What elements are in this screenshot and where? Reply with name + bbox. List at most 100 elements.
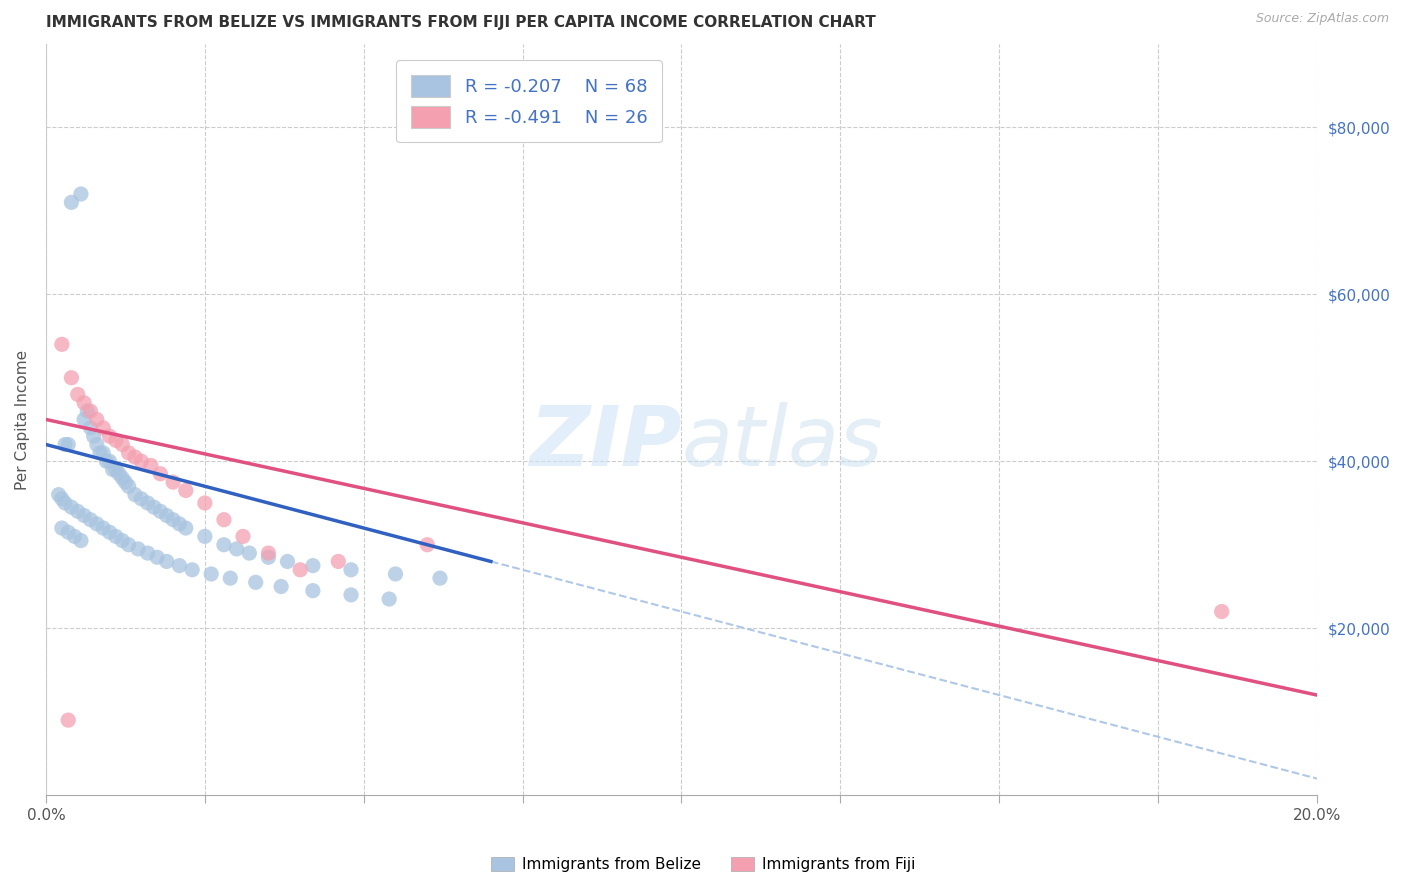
Point [58,525,80,540]
Point [270,580,292,594]
Point [257,550,280,565]
Point [212,513,235,527]
Point [149,467,172,481]
Point [200,566,222,581]
Point [98,454,121,468]
Point [111,471,134,485]
Point [136,546,159,560]
Point [127,541,149,556]
Point [63,529,86,543]
Text: atlas: atlas [682,401,883,483]
Point [219,571,242,585]
Point [139,458,162,473]
Point [156,508,179,523]
Point [70,186,93,201]
Point [58,437,80,451]
Point [257,546,280,560]
Point [1211,605,1233,619]
Point [245,575,267,590]
Point [194,529,217,543]
Point [79,421,101,435]
Point [111,437,134,451]
Point [73,396,96,410]
Point [98,525,121,540]
Text: Source: ZipAtlas.com: Source: ZipAtlas.com [1256,12,1389,25]
Point [162,513,184,527]
Point [51,491,73,506]
Point [66,387,89,401]
Point [174,483,197,498]
Point [66,504,89,518]
Point [129,454,152,468]
Point [53,437,76,451]
Point [86,412,108,426]
Point [302,558,325,573]
Point [136,496,159,510]
Point [169,516,191,531]
Point [232,529,254,543]
Point [60,195,83,210]
Y-axis label: Per Capita Income: Per Capita Income [15,350,30,490]
Point [79,404,101,418]
Point [114,475,136,489]
Point [328,554,350,568]
Point [58,713,80,727]
Point [76,404,98,418]
Point [378,592,401,607]
Point [101,462,124,476]
Point [104,434,127,448]
Point [86,437,108,451]
Point [48,488,70,502]
Point [340,588,363,602]
Point [104,462,127,476]
Point [212,538,235,552]
Point [91,446,114,460]
Point [91,521,114,535]
Point [104,529,127,543]
Point [129,491,152,506]
Point [96,454,118,468]
Point [384,566,406,581]
Point [108,467,131,481]
Point [174,521,197,535]
Point [111,533,134,548]
Point [340,563,363,577]
Legend: R = -0.207    N = 68, R = -0.491    N = 26: R = -0.207 N = 68, R = -0.491 N = 26 [396,61,662,142]
Point [276,554,298,568]
Point [70,533,93,548]
Text: ZIP: ZIP [529,401,682,483]
Point [91,421,114,435]
Point [146,550,169,565]
Point [98,429,121,443]
Point [302,583,325,598]
Point [83,429,105,443]
Point [79,513,101,527]
Point [117,479,139,493]
Point [60,500,83,515]
Point [117,446,139,460]
Point [86,516,108,531]
Point [60,370,83,384]
Legend: Immigrants from Belize, Immigrants from Fiji: Immigrants from Belize, Immigrants from … [484,849,922,880]
Point [73,508,96,523]
Point [73,412,96,426]
Point [51,337,73,351]
Point [124,488,146,502]
Point [225,541,247,556]
Point [143,500,166,515]
Point [124,450,146,464]
Point [149,504,172,518]
Text: IMMIGRANTS FROM BELIZE VS IMMIGRANTS FROM FIJI PER CAPITA INCOME CORRELATION CHA: IMMIGRANTS FROM BELIZE VS IMMIGRANTS FRO… [46,15,876,30]
Point [429,571,451,585]
Point [194,496,217,510]
Point [51,521,73,535]
Point [181,563,204,577]
Point [416,538,439,552]
Point [53,496,76,510]
Point [288,563,311,577]
Point [162,475,184,489]
Point [89,446,111,460]
Point [238,546,260,560]
Point [156,554,179,568]
Point [117,538,139,552]
